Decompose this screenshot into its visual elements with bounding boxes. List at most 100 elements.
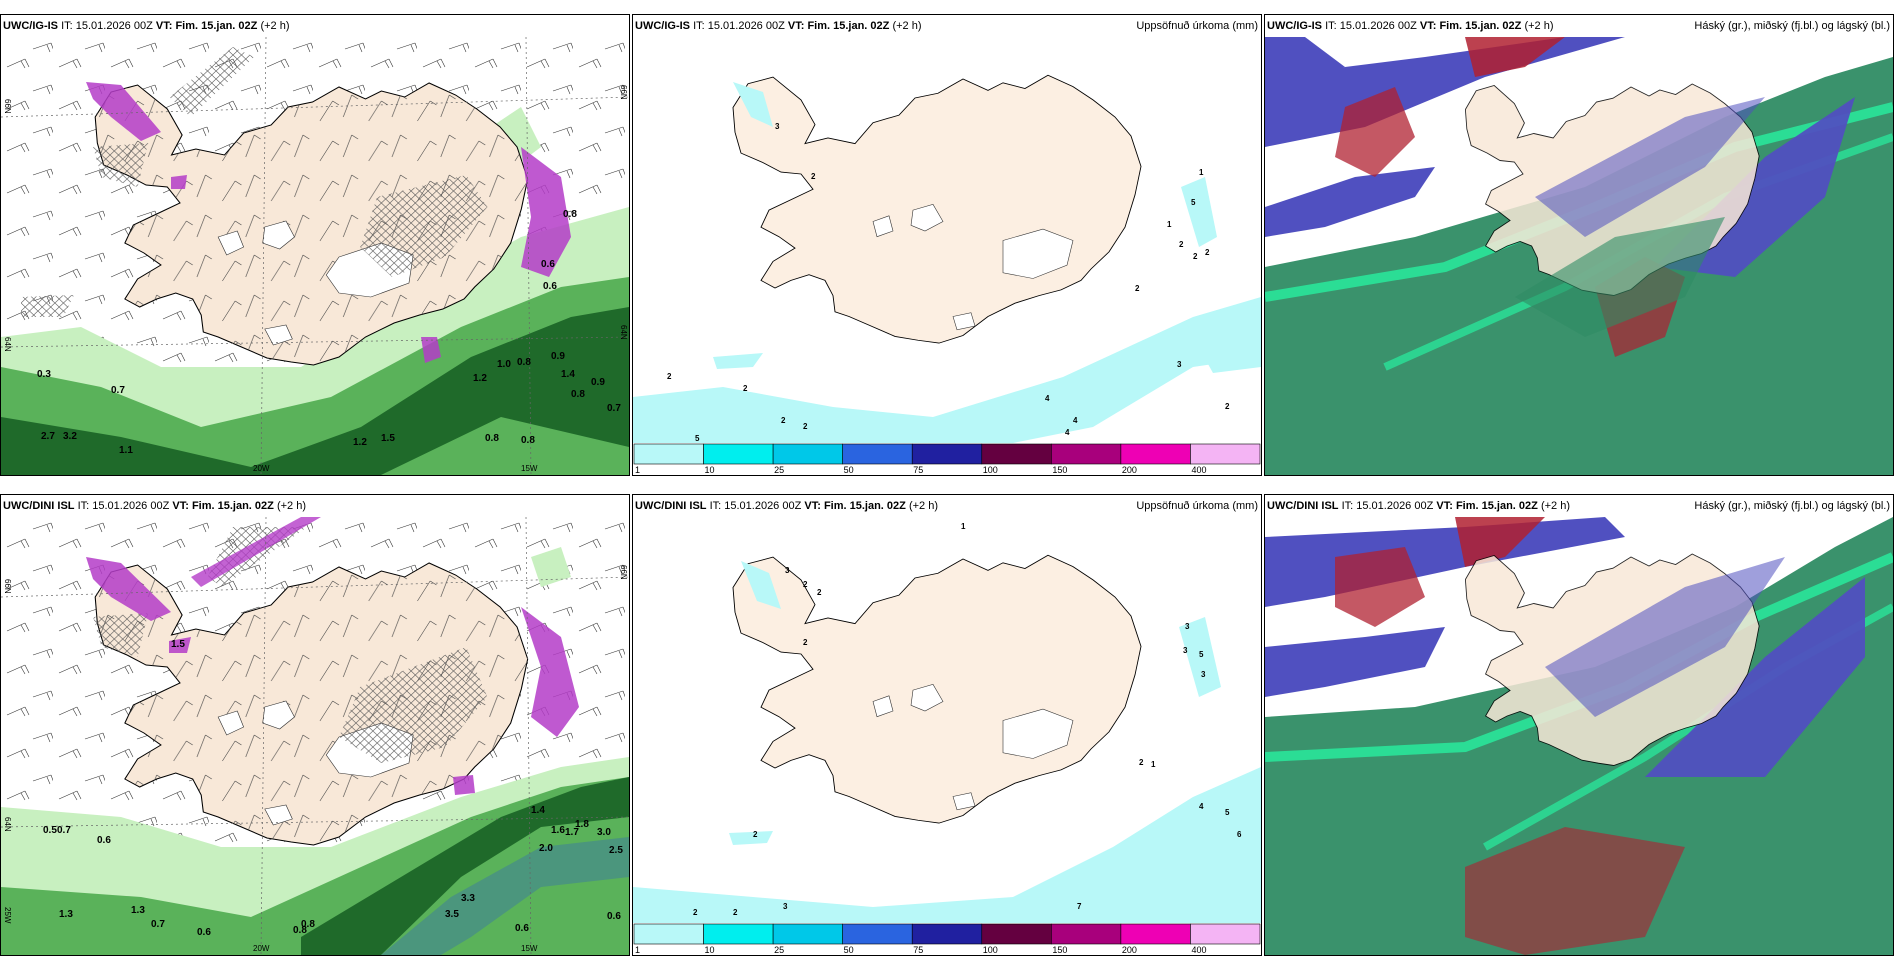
snow-label: 1.3 [59,909,73,920]
model-name: UWC/IG-IS [1267,20,1322,32]
panel-title: Uppsöfnuð úrkoma (mm) [1136,20,1258,32]
colorbar-swatch [981,923,1052,945]
lat-label-64n-right: 64N [619,325,628,340]
snow-label: 0.3 [37,369,51,380]
snow-label: 0.8 [301,919,315,930]
panel-header: UWC/DINI ISL IT: 15.01.2026 00Z VT: Fim.… [1265,495,1893,517]
lead-time: (+2 h) [892,20,922,32]
snow-label: 0.9 [551,351,565,362]
snow-label: 1.6 [551,825,565,836]
colorbar-tick-label: 400 [1191,945,1206,955]
snow-label: 1.2 [353,437,367,448]
snow-wind-map: 66N 66N 64N 64N 20W 15W 0.3 0.7 1.0 0.8 … [1,37,629,475]
snow-band-dark [1,307,629,475]
lead-time: (+2 h) [908,500,938,512]
colorbar-swatch [842,443,913,465]
precip-label: 5 [695,434,700,443]
snow-label: 0.6 [515,923,529,934]
valid-time: Fim. 15.jan. 02Z [191,500,274,512]
snow-label: 0.6 [541,259,555,270]
precip-label: 6 [1237,830,1242,839]
panel-clouds-ig: UWC/IG-IS IT: 15.01.2026 00Z VT: Fim. 15… [1264,14,1894,476]
snow-label: 0.6 [97,835,111,846]
snow-label: 0.7 [607,403,621,414]
precip-label: 1 [1167,220,1172,229]
lon-label-25w: 25W [3,907,12,924]
valid-time: Fim. 15.jan. 02Z [1439,20,1522,32]
colorbar-tick-label: 1 [635,945,640,955]
precip-label: 4 [1045,394,1050,403]
it-label: IT: [693,20,705,32]
issue-time: 15.01.2026 00Z [1356,500,1434,512]
panel-header: UWC/IG-IS IT: 15.01.2026 00Z VT: Fim. 15… [1265,15,1893,37]
lat-label-66n-right: 66N [619,565,628,580]
snow-label: 0.8 [485,433,499,444]
precip-label: 2 [1205,248,1210,257]
ice-accretion-northwest [86,82,161,141]
precip-label: 2 [1179,240,1184,249]
precip-label: 2 [1139,758,1144,767]
precip-map: 3 2 1 5 1 2 2 2 2 3 2 2 4 4 4 2 5 2 2 [633,74,1261,443]
colorbar-tick-label: 1 [635,465,640,475]
snow-label: 1.7 [565,827,579,838]
colorbar-swatch [842,923,913,945]
snow-label: 1.4 [531,805,545,816]
colorbar-swatch [703,443,774,465]
panel-header: UWC/DINI ISL IT: 15.01.2026 00Z VT: Fim.… [1,495,629,517]
lat-label-64n: 64N [3,337,12,352]
snow-label: 0.8 [521,435,535,446]
colorbar-tick-label: 50 [844,465,854,475]
colorbar-tick-label: 150 [1052,465,1067,475]
precip-label: 2 [1225,402,1230,411]
it-label: IT: [1341,500,1354,512]
colorbar-tick-label: 100 [983,465,998,475]
colorbar-tick-label: 25 [774,465,784,475]
lat-label-66n: 66N [3,99,12,114]
colorbar-swatch [1120,923,1191,945]
ice-accretion-northwest [86,557,171,621]
colorbar-tick-label: 150 [1052,945,1067,955]
snow-label: 1.5 [171,639,185,650]
model-name: UWC/DINI ISL [635,500,707,512]
panel-precip-dini: UWC/DINI ISL IT: 15.01.2026 00Z VT: Fim.… [632,494,1262,956]
snow-label: 0.7 [57,825,71,836]
precip-colorbar: 1 10 25 50 75 100 150 200 400 [633,923,1261,955]
vt-label: VT: [1436,500,1453,512]
snow-label: 2.7 [41,431,55,442]
precip-label: 2 [667,372,672,381]
colorbar-swatch [1120,443,1191,465]
panel-title: Háský (gr.), miðský (fj.bl.) og lágský (… [1694,500,1890,512]
panel-header: UWC/IG-IS IT: 15.01.2026 00Z VT: Fim. 15… [633,15,1261,37]
colorbar-swatch [772,443,843,465]
it-label: IT: [1325,20,1337,32]
vt-label: VT: [172,500,189,512]
issue-time: 15.01.2026 00Z [75,20,153,32]
snow-label: 0.6 [543,281,557,292]
precip-colorbar: 1 10 25 50 75 100 150 200 400 [633,443,1261,475]
colorbar-tick-label: 200 [1122,945,1137,955]
precip-label: 5 [1225,808,1230,817]
snow-label: 0.9 [591,377,605,388]
cloud-cover-map [1265,37,1893,475]
snow-label: 1.4 [561,369,575,380]
issue-time: 15.01.2026 00Z [1339,20,1417,32]
colorbar-tick-label: 75 [913,465,923,475]
snow-label: 0.5 [43,825,57,836]
snow-label: 1.3 [131,905,145,916]
precip-label: 2 [817,588,822,597]
precip-label: 7 [1077,902,1082,911]
colorbar-swatch [703,923,774,945]
colorbar-swatch [981,443,1052,465]
colorbar-swatch [911,443,983,465]
lead-time: (+2 h) [260,20,290,32]
snow-label: 2.0 [539,843,553,854]
precip-label: 2 [803,422,808,431]
it-label: IT: [77,500,90,512]
precip-label: 1 [1199,168,1204,177]
it-label: IT: [61,20,73,32]
lon-label-15w: 15W [521,464,538,473]
lead-time: (+2 h) [1540,500,1570,512]
snow-label: 0.8 [517,357,531,368]
snow-label: 3.3 [461,893,475,904]
precip-label: 2 [1135,284,1140,293]
